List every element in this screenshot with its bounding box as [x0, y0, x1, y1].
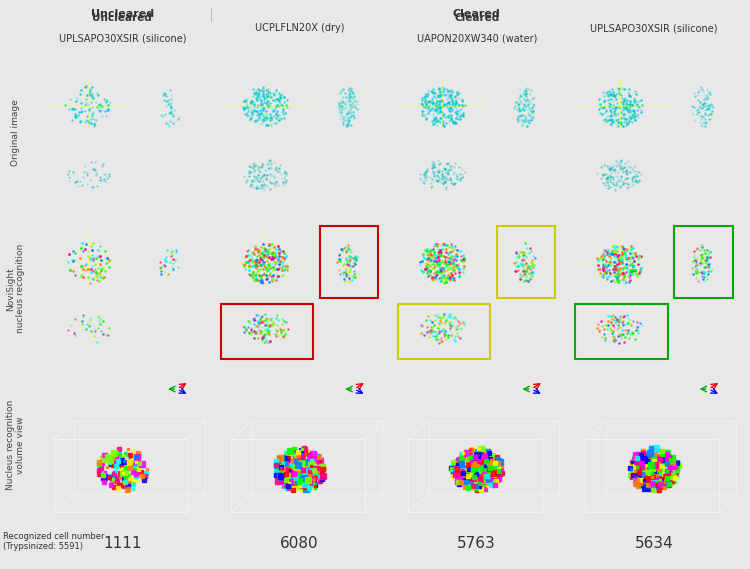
Bar	[497, 226, 556, 298]
Text: Nucleus recognition
volume view: Nucleus recognition volume view	[6, 400, 25, 490]
Text: 6080: 6080	[280, 536, 319, 551]
Text: Uncleared: Uncleared	[91, 9, 154, 19]
Text: NoviSight
nucleus recognition: NoviSight nucleus recognition	[6, 244, 25, 333]
Text: UPLSAPO30XSIR (silicone): UPLSAPO30XSIR (silicone)	[590, 23, 718, 34]
Text: Cleared: Cleared	[454, 14, 500, 23]
Text: Original image: Original image	[10, 99, 20, 166]
Bar	[674, 226, 733, 298]
Text: 5634: 5634	[634, 536, 674, 551]
Text: Recognized cell number
(Trypsinized: 5591): Recognized cell number (Trypsinized: 559…	[3, 531, 104, 551]
Bar	[398, 304, 490, 358]
Bar	[575, 304, 668, 358]
Text: 5763: 5763	[458, 536, 496, 551]
Text: Cleared: Cleared	[453, 9, 500, 19]
Bar	[320, 226, 378, 298]
Text: UAPON20XW340 (water): UAPON20XW340 (water)	[416, 34, 537, 43]
Bar	[220, 304, 314, 358]
Text: 1111: 1111	[103, 536, 142, 551]
Text: UPLSAPO30XSIR (silicone): UPLSAPO30XSIR (silicone)	[58, 34, 186, 43]
Text: UCPLFLN20X (dry): UCPLFLN20X (dry)	[255, 23, 344, 34]
Text: Uncleared: Uncleared	[92, 14, 152, 23]
